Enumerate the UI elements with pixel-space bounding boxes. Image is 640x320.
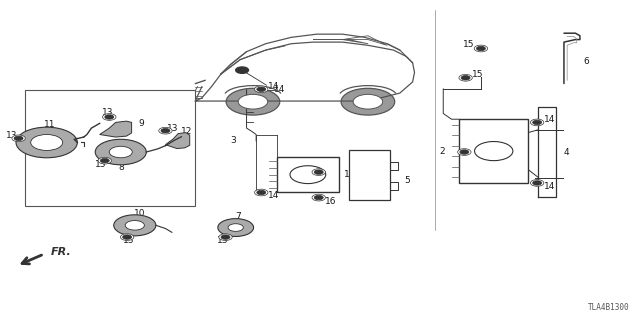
Text: 4: 4 [564,148,570,156]
Circle shape [474,45,488,52]
Text: 13: 13 [217,236,228,245]
Circle shape [458,149,471,156]
Text: 13: 13 [95,160,107,169]
Text: 9: 9 [138,119,144,128]
Text: 3: 3 [230,136,236,145]
Circle shape [228,224,243,231]
Circle shape [459,75,472,81]
Circle shape [16,127,77,158]
Circle shape [257,87,266,92]
Text: 13: 13 [102,108,114,117]
Text: 7: 7 [236,212,241,221]
Circle shape [14,136,23,140]
Text: 14: 14 [268,191,279,200]
Polygon shape [166,132,189,148]
Circle shape [12,135,26,142]
Text: 2: 2 [440,147,445,156]
Circle shape [531,119,544,126]
Circle shape [102,114,116,120]
Circle shape [105,115,114,119]
Text: 1: 1 [344,170,350,179]
Circle shape [161,128,170,133]
Circle shape [159,127,172,134]
Circle shape [532,120,541,124]
Circle shape [312,194,325,201]
Text: 11: 11 [44,120,55,130]
Circle shape [226,88,280,115]
Circle shape [255,189,268,196]
Bar [276,157,339,192]
Circle shape [100,158,109,163]
Bar [460,119,528,183]
Circle shape [460,150,468,154]
Text: 5: 5 [404,176,410,185]
Circle shape [353,94,383,109]
Circle shape [218,219,253,236]
Circle shape [314,170,323,174]
Text: 15: 15 [463,40,474,49]
Text: 14: 14 [543,115,555,124]
Circle shape [476,46,485,51]
Text: 8: 8 [118,163,124,172]
Circle shape [257,190,266,195]
Text: 14: 14 [274,85,285,94]
Circle shape [461,76,470,80]
Text: 14: 14 [268,82,279,91]
Text: 13: 13 [123,236,134,245]
Polygon shape [100,121,132,137]
Circle shape [95,139,147,165]
Circle shape [120,234,134,240]
Text: 10: 10 [134,209,146,218]
Circle shape [123,235,132,239]
Text: 14: 14 [543,182,555,191]
Text: 12: 12 [180,127,192,136]
Text: TLA4B1300: TLA4B1300 [588,303,630,312]
Circle shape [474,141,513,161]
Text: 16: 16 [325,164,337,173]
Text: 6: 6 [583,57,589,66]
Text: 13: 13 [6,131,18,140]
Bar [349,150,390,200]
Circle shape [532,181,541,185]
Circle shape [236,67,248,73]
Text: 16: 16 [325,197,337,206]
Circle shape [125,220,145,230]
Text: 15: 15 [472,70,483,79]
Circle shape [312,169,325,175]
Circle shape [114,215,156,236]
Circle shape [531,180,544,186]
Bar [25,90,195,206]
Text: 15: 15 [470,151,482,160]
Circle shape [314,196,323,200]
Circle shape [31,134,63,150]
Circle shape [255,86,268,92]
Circle shape [290,166,326,184]
Circle shape [238,94,268,109]
Circle shape [109,146,132,158]
Circle shape [98,157,111,164]
Circle shape [341,88,395,115]
Text: FR.: FR. [51,247,71,257]
Circle shape [219,234,232,240]
Text: 13: 13 [168,124,179,132]
Circle shape [221,235,230,239]
